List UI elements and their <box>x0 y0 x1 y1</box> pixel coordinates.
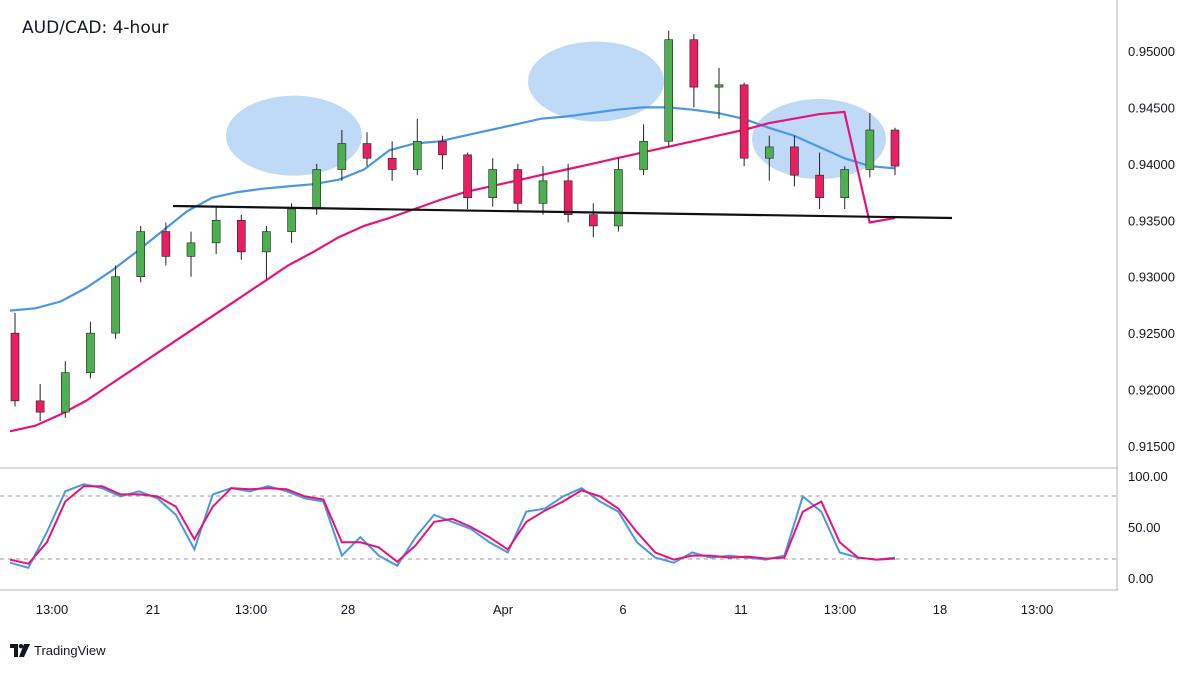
candle-body <box>488 169 498 199</box>
stoch-tick-label: 0.00 <box>1128 571 1153 586</box>
candle-body <box>412 140 422 170</box>
time-tick-label: 11 <box>734 602 748 617</box>
candle-body <box>236 219 246 253</box>
time-tick-label: 28 <box>341 602 355 617</box>
candle-body <box>312 169 322 210</box>
candle-body <box>186 242 196 257</box>
stoch-k-line <box>9 483 896 569</box>
price-tick-label: 0.93500 <box>1128 213 1175 228</box>
branding-label: TradingView <box>34 643 106 658</box>
stochastic-panel: 100.00 50.00 0.00 <box>0 469 1168 586</box>
candle-body <box>714 84 724 88</box>
price-axis-labels: 0.95000 0.94500 0.94000 0.93500 0.93000 0.925… <box>1128 44 1175 454</box>
candle-body <box>664 39 674 142</box>
candle-body <box>689 39 699 88</box>
candle-body <box>840 169 850 199</box>
price-tick-label: 0.94000 <box>1128 157 1175 172</box>
candle-body <box>639 140 648 170</box>
stochastic-axis-labels: 100.00 50.00 0.00 <box>1128 469 1168 586</box>
time-tick-label: Apr <box>493 602 514 617</box>
price-tick-label: 0.92500 <box>1128 326 1175 341</box>
candle-body <box>86 332 95 373</box>
stoch-d-line <box>9 485 896 565</box>
candle-body <box>10 332 20 402</box>
neckline <box>172 204 953 220</box>
candle-body <box>739 84 749 159</box>
candle-body <box>764 146 774 159</box>
candle-body <box>438 140 447 156</box>
candle-body <box>815 174 824 199</box>
candle-body <box>362 143 372 159</box>
candle-body <box>211 219 221 244</box>
tradingview-logo-icon <box>10 644 30 657</box>
candlesticks <box>10 30 900 422</box>
candle-body <box>865 129 875 170</box>
price-tick-label: 0.95000 <box>1128 44 1175 59</box>
tradingview-branding[interactable]: TradingView <box>10 643 106 658</box>
pattern-highlights <box>226 41 886 180</box>
time-tick-label: 13:00 <box>235 602 268 617</box>
candle-body <box>513 169 523 204</box>
time-tick-label: 18 <box>933 602 947 617</box>
candle-body <box>136 231 146 278</box>
candle-body <box>337 143 347 170</box>
time-tick-label: 21 <box>146 602 160 617</box>
price-tick-label: 0.93000 <box>1128 270 1175 285</box>
stoch-tick-label: 50.00 <box>1128 520 1161 535</box>
candle-body <box>790 146 799 176</box>
chart-title: AUD/CAD: 4-hour <box>22 18 169 38</box>
pattern-highlight-2 <box>528 41 664 122</box>
candle-body <box>60 372 70 413</box>
candle-body <box>287 208 296 232</box>
candle-body <box>111 276 120 334</box>
candle-body <box>161 231 171 257</box>
candle-body <box>890 129 900 167</box>
time-tick-label: 13:00 <box>1021 602 1054 617</box>
pattern-highlight-3 <box>752 99 886 180</box>
candle-body <box>538 180 548 204</box>
candle-body <box>588 214 598 227</box>
pattern-highlight-1 <box>226 95 362 176</box>
time-tick-label: 13:00 <box>36 602 69 617</box>
candle-body <box>614 169 623 227</box>
candle-body <box>387 157 397 170</box>
candle-body <box>463 154 472 199</box>
price-tick-label: 0.94500 <box>1128 100 1175 115</box>
candle-body <box>35 400 45 413</box>
price-tick-label: 0.91500 <box>1128 439 1175 454</box>
candle-body <box>262 231 271 253</box>
stochastic-lines <box>9 483 896 569</box>
time-tick-label: 13:00 <box>824 602 857 617</box>
stoch-tick-label: 100.00 <box>1128 469 1168 484</box>
time-axis-labels: 13:00 21 13:00 28 Apr 6 11 13:00 18 13:00 <box>36 602 1054 617</box>
time-tick-label: 6 <box>619 602 626 617</box>
price-tick-label: 0.92000 <box>1128 383 1175 398</box>
price-panel: 0.95000 0.94500 0.94000 0.93500 0.93000 0.925… <box>9 30 1175 454</box>
candle-body <box>563 180 573 215</box>
